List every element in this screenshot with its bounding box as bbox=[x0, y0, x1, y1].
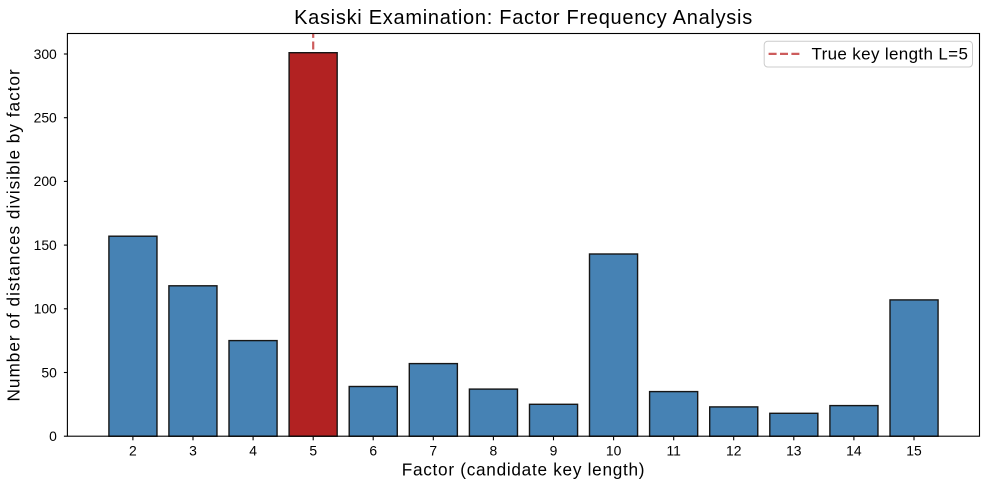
svg-text:50: 50 bbox=[41, 364, 57, 380]
svg-text:11: 11 bbox=[666, 443, 681, 459]
svg-text:15: 15 bbox=[906, 443, 922, 459]
svg-text:Number of distances divisible: Number of distances divisible by factor bbox=[4, 68, 24, 401]
svg-text:8: 8 bbox=[490, 443, 498, 459]
svg-text:12: 12 bbox=[726, 443, 742, 459]
svg-text:True key length L=5: True key length L=5 bbox=[812, 44, 969, 63]
svg-text:4: 4 bbox=[249, 443, 257, 459]
svg-text:Kasiski Examination: Factor Fr: Kasiski Examination: Factor Frequency An… bbox=[294, 7, 753, 29]
svg-text:14: 14 bbox=[846, 443, 862, 459]
svg-text:9: 9 bbox=[550, 443, 558, 459]
svg-text:10: 10 bbox=[606, 443, 622, 459]
svg-text:250: 250 bbox=[34, 110, 57, 126]
svg-text:6: 6 bbox=[369, 443, 377, 459]
svg-text:5: 5 bbox=[309, 443, 317, 459]
svg-text:0: 0 bbox=[49, 428, 57, 444]
svg-text:2: 2 bbox=[129, 443, 137, 459]
svg-text:200: 200 bbox=[34, 173, 57, 189]
svg-text:13: 13 bbox=[786, 443, 802, 459]
svg-text:100: 100 bbox=[34, 301, 57, 317]
svg-text:300: 300 bbox=[34, 46, 57, 62]
svg-text:Factor (candidate key length): Factor (candidate key length) bbox=[402, 460, 645, 480]
svg-text:7: 7 bbox=[429, 443, 437, 459]
svg-text:3: 3 bbox=[189, 443, 197, 459]
svg-text:150: 150 bbox=[34, 237, 57, 253]
